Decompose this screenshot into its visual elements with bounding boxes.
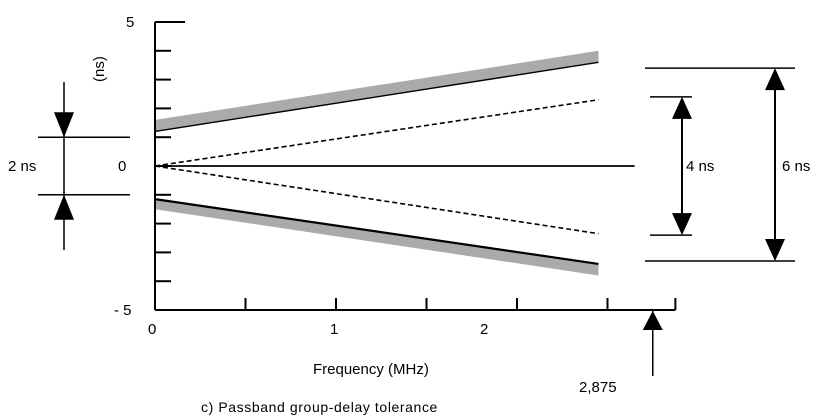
tolerance-2ns-label: 2 ns [8, 158, 36, 175]
bracket-2ns-arrowhead-bottom [54, 194, 74, 220]
bracket-4ns-arrowhead-bottom [672, 213, 692, 236]
y-axis-label: (ns) [91, 56, 108, 82]
series-line-4 [154, 198, 599, 266]
series-line-1 [154, 98, 599, 167]
y-tick-label-top: 5 [126, 14, 134, 31]
y-tick-label-bottom: - 5 [114, 302, 132, 319]
bracket-6ns-arrowhead-top [765, 68, 785, 91]
tolerance-4ns-label: 4 ns [686, 158, 714, 175]
tolerance-band-0 [155, 50, 599, 132]
x-tick-label-1: 1 [330, 321, 338, 338]
bracket-6ns-arrowhead-bottom [765, 239, 785, 262]
x-tick-label-0: 0 [148, 321, 156, 338]
figure-caption: c) Passband group-delay tolerance [201, 399, 438, 415]
x-axis-label: Frequency (MHz) [313, 361, 429, 378]
x-end-arrowhead [642, 311, 663, 330]
series-line-3 [154, 165, 599, 235]
bracket-2ns-arrowhead-top [54, 112, 74, 138]
tolerance-band-1 [155, 199, 599, 276]
x-tick-label-2: 2 [480, 321, 488, 338]
y-tick-label-zero: 0 [118, 158, 126, 175]
series-line-0 [154, 61, 599, 133]
x-end-label: 2,875 [579, 379, 617, 396]
bracket-4ns-arrowhead-top [672, 96, 692, 119]
tolerance-6ns-label: 6 ns [782, 158, 810, 175]
